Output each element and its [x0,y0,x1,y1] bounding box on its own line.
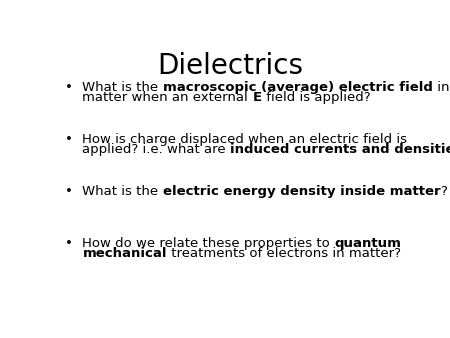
Text: applied? i.e. what are: applied? i.e. what are [82,143,230,156]
Text: How do we relate these properties to: How do we relate these properties to [82,237,334,250]
Text: Dielectrics: Dielectrics [158,52,304,80]
Text: How is charge displaced when an electric field is: How is charge displaced when an electric… [82,133,407,146]
Text: •: • [64,81,72,94]
Text: •: • [64,185,72,198]
Text: matter when an external: matter when an external [82,91,252,104]
Text: field is applied?: field is applied? [261,91,370,104]
Text: macroscopic (average) electric field: macroscopic (average) electric field [163,81,432,94]
Text: What is the: What is the [82,185,163,198]
Text: What is the: What is the [82,81,163,94]
Text: •: • [64,237,72,250]
Text: mechanical: mechanical [82,247,167,261]
Text: E: E [252,91,261,104]
Text: ?: ? [441,185,447,198]
Text: induced currents and densities: induced currents and densities [230,143,450,156]
Text: quantum: quantum [334,237,401,250]
Text: treatments of electrons in matter?: treatments of electrons in matter? [167,247,401,261]
Text: •: • [64,133,72,146]
Text: electric energy density inside matter: electric energy density inside matter [163,185,441,198]
Text: inside: inside [432,81,450,94]
